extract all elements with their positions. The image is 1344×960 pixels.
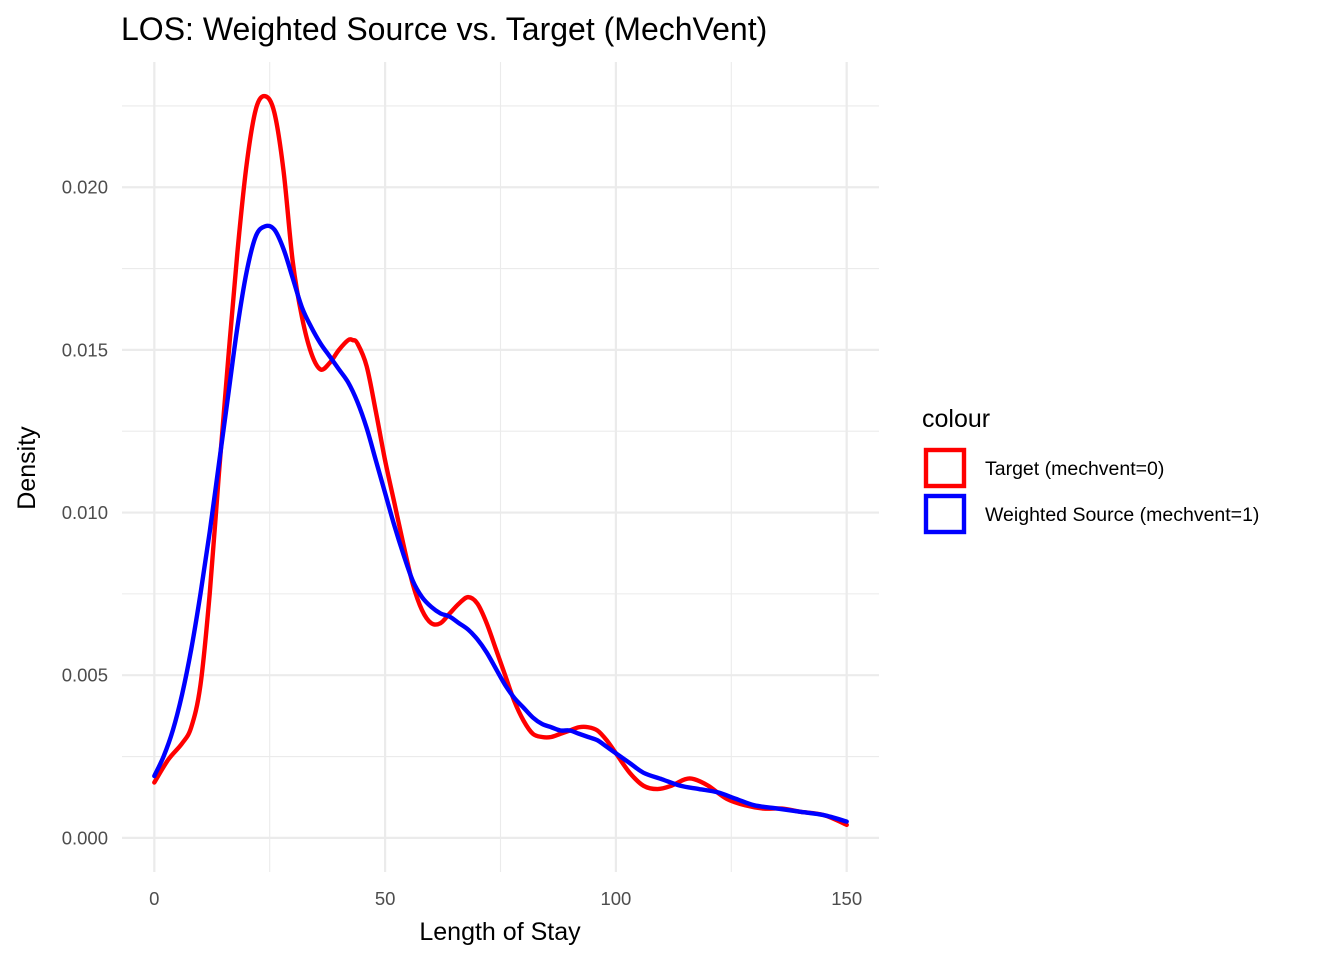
y-tick-label: 0.000 <box>62 827 108 848</box>
y-axis-title: Density <box>13 426 41 510</box>
target-density-line <box>152 93 849 828</box>
legend-label: Target (mechvent=0) <box>985 458 1164 480</box>
legend-entries: Target (mechvent=0) Weighted Source (mech… <box>923 447 1259 535</box>
series-lines <box>152 93 849 828</box>
y-tick-label: 0.020 <box>62 177 108 198</box>
legend-key-swatch <box>923 447 967 489</box>
x-tick-label: 0 <box>149 888 159 909</box>
legend-title: colour <box>922 405 990 433</box>
weighted-source-density-line <box>152 223 849 824</box>
legend-key-swatch <box>923 493 967 535</box>
y-tick-label: 0.010 <box>62 502 108 523</box>
legend: colour Target (mechvent=0) Weighted Sourc… <box>922 405 1259 535</box>
y-tick-label: 0.015 <box>62 339 108 360</box>
y-axis-ticks: 0.000 0.005 0.010 0.015 0.020 <box>62 177 108 849</box>
x-tick-label: 100 <box>600 888 631 909</box>
x-axis-ticks: 0 50 100 150 <box>149 888 862 909</box>
grid <box>122 62 879 872</box>
x-tick-label: 50 <box>375 888 396 909</box>
chart-title: LOS: Weighted Source vs. Target (MechVen… <box>121 11 767 47</box>
x-axis-title: Length of Stay <box>419 918 581 946</box>
y-tick-label: 0.005 <box>62 665 108 686</box>
legend-label: Weighted Source (mechvent=1) <box>985 504 1259 526</box>
x-tick-label: 150 <box>831 888 862 909</box>
